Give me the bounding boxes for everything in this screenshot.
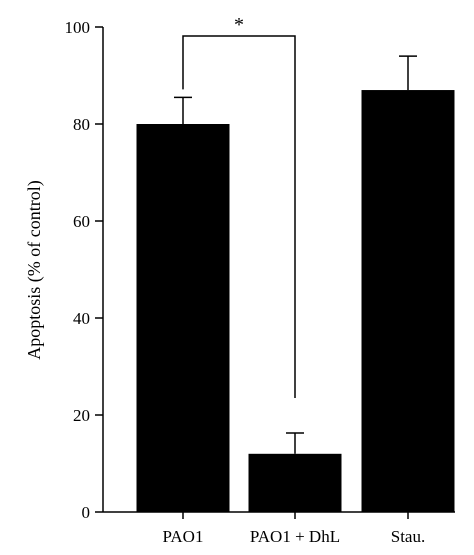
- bar: [248, 453, 342, 512]
- y-tick-label: 100: [65, 18, 91, 37]
- axes: 0 20 40 60 80 100 PAO1 PAO1 + DhL Stau.: [65, 18, 455, 546]
- category-label: PAO1: [163, 527, 204, 546]
- annotations: *: [182, 14, 296, 398]
- y-tick-label: 40: [73, 309, 90, 328]
- bar: [136, 124, 230, 512]
- category-label: PAO1 + DhL: [250, 527, 340, 546]
- significance-bracket: [182, 35, 296, 398]
- y-tick-label: 20: [73, 406, 90, 425]
- y-tick-label: 80: [73, 115, 90, 134]
- category-label: Stau.: [391, 527, 425, 546]
- y-tick-label: 0: [82, 503, 91, 522]
- bar: [361, 90, 455, 513]
- y-axis-label: Apoptosis (% of control): [24, 180, 45, 359]
- error-bars: [174, 55, 417, 454]
- y-tick-label: 60: [73, 212, 90, 231]
- bars: [136, 90, 455, 513]
- significance-marker: *: [234, 14, 244, 36]
